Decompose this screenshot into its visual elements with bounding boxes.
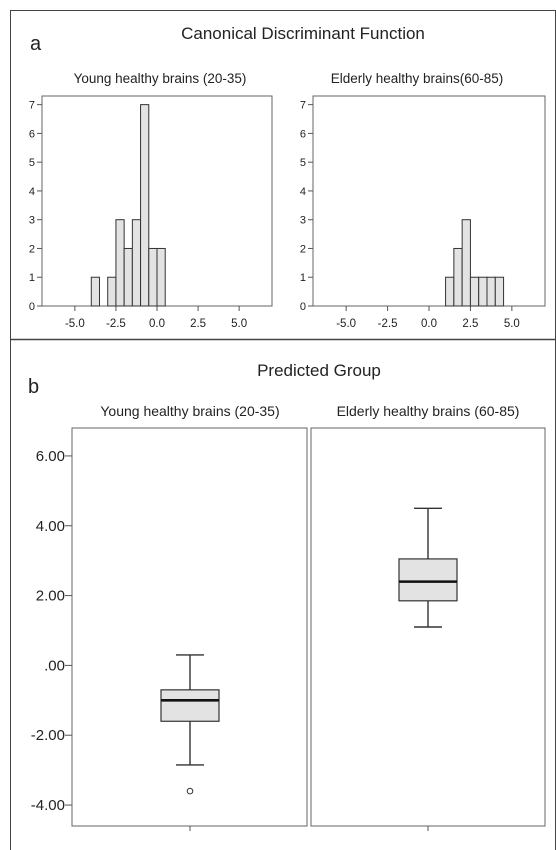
histogram-elderly: Elderly healthy brains(60-85) 0 1 2 3 4 5 6 7 -5… bbox=[300, 71, 546, 330]
histogram-young-y-tick-label: 1 bbox=[29, 272, 35, 284]
histogram-young-title: Young healthy brains (20-35) bbox=[74, 71, 247, 86]
histogram-young: Young healthy brains (20-35) 0 1 2 3 4 5 6 7 -5.… bbox=[29, 71, 273, 330]
histogram-elderly-plot-area bbox=[312, 95, 546, 307]
boxplot-y-tick-label: 4.00 bbox=[36, 518, 65, 535]
figure-frame bbox=[10, 10, 556, 850]
box-group-label-elderly: Elderly healthy brains (60-85) bbox=[337, 403, 520, 419]
histogram-young-y-tick-label: 2 bbox=[29, 243, 35, 255]
histogram-elderly-axes: 0 1 2 3 4 5 6 7 -5.0 -2.5 0.0 2.5 5.0 bbox=[300, 100, 520, 330]
boxplot-predicted-group: Young healthy brains (20-35) Elderly hea… bbox=[31, 403, 546, 831]
histogram-elderly-y-tick-label: 4 bbox=[300, 186, 306, 198]
histogram-elderly-bar bbox=[469, 276, 480, 307]
box-group-label-young: Young healthy brains (20-35) bbox=[100, 403, 279, 419]
histogram-young-bar bbox=[90, 276, 100, 307]
histogram-elderly-y-tick-label: 3 bbox=[300, 215, 306, 227]
histogram-elderly-y-tick-label: 7 bbox=[300, 100, 306, 112]
histogram-elderly-bars bbox=[445, 219, 505, 307]
histogram-young-y-tick-label: 6 bbox=[29, 128, 35, 140]
histogram-elderly-bar bbox=[453, 247, 463, 307]
histogram-young-x-tick-label: -2.5 bbox=[106, 318, 126, 330]
boxplot-y-tick-label: 2.00 bbox=[36, 588, 65, 605]
box-panel-young bbox=[71, 427, 308, 827]
histogram-young-bar bbox=[140, 104, 150, 307]
histogram-elderly-y-tick-label: 1 bbox=[300, 272, 306, 284]
histogram-young-y-tick-label: 3 bbox=[29, 215, 35, 227]
boxplot-y-tick-label: .00 bbox=[44, 657, 65, 674]
box-elderly-iqr-box bbox=[398, 558, 458, 602]
histogram-elderly-bar bbox=[478, 276, 488, 307]
histogram-young-axes: 0 1 2 3 4 5 6 7 -5.0 -2.5 0.0 2.5 5.0 bbox=[29, 100, 247, 330]
box-young-iqr-box bbox=[160, 689, 220, 722]
histogram-elderly-x-tick-label: 5.0 bbox=[504, 318, 520, 330]
histogram-elderly-x-tick-label: 2.5 bbox=[462, 318, 478, 330]
histogram-young-bars bbox=[90, 104, 166, 307]
panel-a-title: Canonical Discriminant Function bbox=[181, 24, 425, 43]
histogram-elderly-x-tick-label: -2.5 bbox=[378, 318, 398, 330]
histogram-elderly-bar bbox=[494, 276, 505, 307]
histogram-young-y-tick-label: 5 bbox=[29, 157, 35, 169]
panel-a-letter: a bbox=[30, 33, 42, 55]
boxplot-y-axis: -4.00 -2.00 .00 2.00 4.00 6.00 bbox=[31, 448, 72, 814]
panel-b-title: Predicted Group bbox=[257, 361, 381, 380]
histogram-young-y-tick-label: 0 bbox=[29, 301, 35, 313]
histogram-elderly-bar bbox=[486, 276, 496, 307]
histogram-young-bar bbox=[156, 247, 166, 307]
panel-b-letter: b bbox=[28, 376, 39, 398]
histogram-young-y-tick-label: 4 bbox=[29, 186, 35, 198]
histogram-young-y-tick-label: 7 bbox=[29, 100, 35, 112]
boxplot-y-tick-label: -2.00 bbox=[31, 727, 65, 744]
histogram-elderly-x-tick-label: 0.0 bbox=[421, 318, 437, 330]
histogram-elderly-y-tick-label: 2 bbox=[300, 243, 306, 255]
histogram-young-x-tick-label: 0.0 bbox=[149, 318, 165, 330]
histogram-young-x-tick-label: -5.0 bbox=[65, 318, 85, 330]
boxplot-boxes bbox=[160, 507, 458, 831]
histogram-young-bar bbox=[123, 247, 133, 307]
boxplot-y-tick-label: -4.00 bbox=[31, 797, 65, 814]
histogram-elderly-bar bbox=[461, 219, 471, 307]
boxplot-y-tick-label: 6.00 bbox=[36, 448, 65, 465]
histogram-elderly-y-tick-label: 0 bbox=[300, 301, 306, 313]
box-young-outlier bbox=[186, 787, 194, 795]
histogram-young-bar bbox=[148, 247, 158, 307]
histogram-young-x-tick-label: 5.0 bbox=[231, 318, 247, 330]
histogram-young-x-tick-label: 2.5 bbox=[190, 318, 206, 330]
histogram-elderly-y-tick-label: 5 bbox=[300, 157, 306, 169]
histogram-young-bar bbox=[131, 219, 142, 307]
histogram-young-bar bbox=[115, 219, 125, 307]
histogram-young-bar bbox=[107, 276, 117, 307]
histogram-elderly-y-tick-label: 6 bbox=[300, 128, 306, 140]
histogram-elderly-bar bbox=[445, 276, 455, 307]
histogram-elderly-x-tick-label: -5.0 bbox=[336, 318, 356, 330]
histogram-elderly-title: Elderly healthy brains(60-85) bbox=[331, 71, 504, 86]
